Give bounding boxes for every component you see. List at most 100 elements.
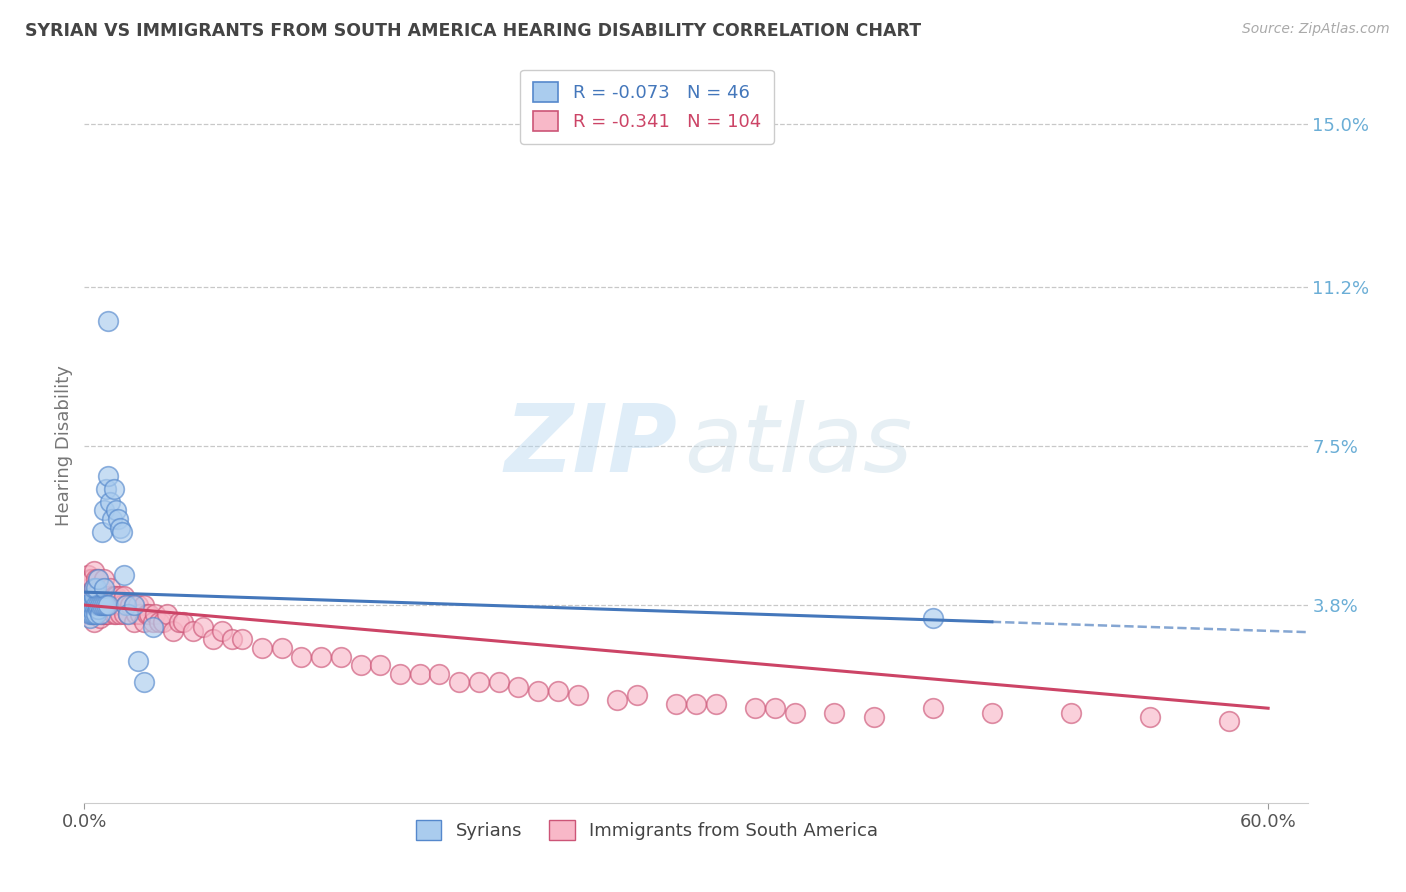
Point (87, 598, 110, 612)
Point (368, 658, 391, 673)
Point (201, 632, 224, 647)
Point (103, 607, 125, 621)
Point (91, 607, 114, 621)
Point (921, 611, 943, 625)
Point (98, 495, 121, 509)
Point (309, 649, 332, 664)
Point (79, 572, 101, 586)
Point (79, 598, 101, 612)
Point (97, 590, 120, 604)
Point (97, 598, 120, 612)
Point (84, 572, 107, 586)
Point (980, 706, 1002, 720)
Point (221, 632, 243, 647)
Point (118, 598, 141, 612)
Point (82, 607, 104, 621)
Point (145, 607, 167, 621)
Point (94, 482, 117, 496)
Point (122, 598, 145, 612)
Point (142, 619, 165, 633)
Point (97, 469, 120, 483)
Point (231, 632, 253, 647)
Point (117, 607, 139, 621)
Point (329, 649, 352, 664)
Point (87, 572, 110, 586)
Y-axis label: Hearing Disability: Hearing Disability (55, 366, 73, 526)
Point (122, 598, 145, 612)
Point (162, 624, 184, 638)
Point (87, 607, 110, 621)
Point (128, 607, 150, 621)
Point (89, 607, 111, 621)
Point (82, 607, 104, 621)
Point (108, 590, 131, 604)
Point (98, 581, 121, 595)
Point (122, 615, 145, 630)
Point (93, 581, 115, 595)
Point (87, 602, 110, 616)
Point (111, 524, 134, 539)
Point (1060, 706, 1083, 720)
Point (108, 521, 131, 535)
Point (167, 615, 190, 630)
Point (547, 684, 569, 698)
Point (75, 598, 97, 612)
Point (77, 598, 100, 612)
Point (84, 607, 107, 621)
Point (127, 598, 149, 612)
Point (1218, 714, 1240, 728)
Point (152, 615, 174, 630)
Point (83, 590, 105, 604)
Point (704, 697, 727, 711)
Point (82, 572, 104, 586)
Point (107, 512, 129, 526)
Point (172, 615, 194, 630)
Point (93, 572, 115, 586)
Point (108, 607, 131, 621)
Point (823, 706, 845, 720)
Point (75, 598, 97, 612)
Point (87, 590, 110, 604)
Point (124, 607, 146, 621)
Point (89, 581, 111, 595)
Point (77, 598, 100, 612)
Point (77, 568, 100, 582)
Point (132, 598, 155, 612)
Point (83, 615, 105, 630)
Point (98, 598, 121, 612)
Point (82, 602, 104, 616)
Point (744, 701, 766, 715)
Point (685, 697, 707, 711)
Point (409, 666, 432, 681)
Point (89, 598, 111, 612)
Point (468, 675, 491, 690)
Point (488, 675, 510, 690)
Point (79, 611, 101, 625)
Point (93, 598, 115, 612)
Point (84, 581, 107, 595)
Point (87, 572, 110, 586)
Point (91, 524, 114, 539)
Point (103, 482, 125, 496)
Point (921, 701, 943, 715)
Point (349, 658, 371, 673)
Point (84, 598, 107, 612)
Point (117, 607, 139, 621)
Point (250, 641, 273, 656)
Point (77, 581, 100, 595)
Point (290, 649, 312, 664)
Point (104, 503, 127, 517)
Point (112, 590, 135, 604)
Point (97, 607, 120, 621)
Point (91, 598, 114, 612)
Point (83, 581, 105, 595)
Point (94, 607, 117, 621)
Point (84, 607, 107, 621)
Point (79, 598, 101, 612)
Point (89, 598, 111, 612)
Point (112, 607, 135, 621)
Point (527, 684, 550, 698)
Point (449, 675, 471, 690)
Point (862, 710, 884, 724)
Point (101, 512, 124, 526)
